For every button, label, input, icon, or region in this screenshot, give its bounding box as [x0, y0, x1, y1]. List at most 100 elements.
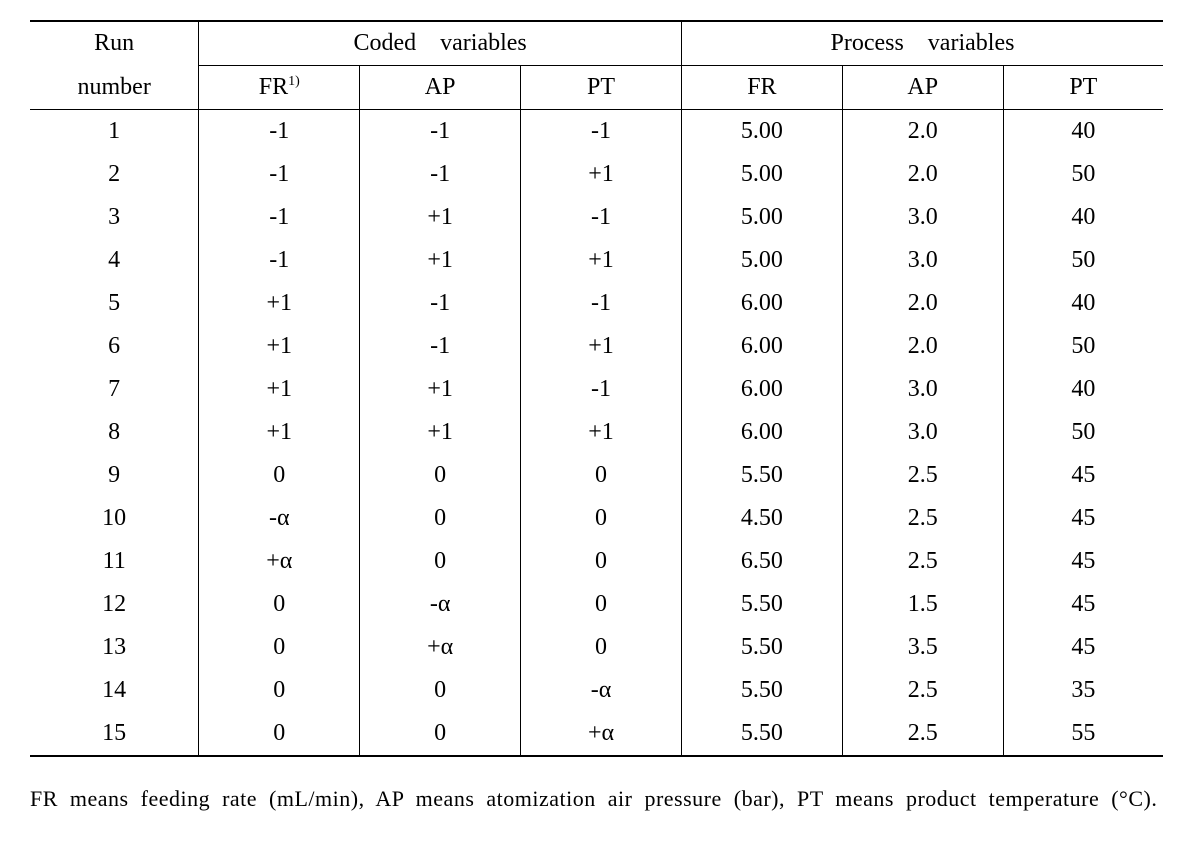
run-number-cell: 2	[30, 153, 199, 196]
process-fr-cell: 5.00	[681, 153, 842, 196]
coded-ap-cell: 0	[360, 497, 521, 540]
coded-fr-cell: +1	[199, 368, 360, 411]
coded-pt-cell: -1	[521, 282, 682, 325]
coded-pt-cell: 0	[521, 454, 682, 497]
fr-header-text: FR	[259, 74, 288, 100]
coded-fr-cell: +α	[199, 540, 360, 583]
coded-ap-cell: 0	[360, 540, 521, 583]
run-number-cell: 14	[30, 669, 199, 712]
coded-fr-cell: +1	[199, 411, 360, 454]
table-row: 5+1-1-16.002.040	[30, 282, 1163, 325]
process-pt-cell: 40	[1003, 110, 1163, 154]
process-pt-cell: 45	[1003, 497, 1163, 540]
table-row: 10-α004.502.545	[30, 497, 1163, 540]
run-number-cell: 5	[30, 282, 199, 325]
process-ap-cell: 1.5	[842, 583, 1003, 626]
coded-pt-cell: 0	[521, 540, 682, 583]
coded-fr-cell: 0	[199, 669, 360, 712]
process-pt-cell: 45	[1003, 454, 1163, 497]
process-ap-cell: 2.0	[842, 110, 1003, 154]
header-row-1: Run Coded variables Process variables	[30, 21, 1163, 66]
run-number-cell: 15	[30, 712, 199, 756]
table-row: 8+1+1+16.003.050	[30, 411, 1163, 454]
process-ap-header: AP	[842, 66, 1003, 110]
process-fr-cell: 6.50	[681, 540, 842, 583]
process-ap-cell: 3.5	[842, 626, 1003, 669]
process-ap-cell: 2.0	[842, 282, 1003, 325]
process-pt-cell: 45	[1003, 583, 1163, 626]
table-row: 120-α05.501.545	[30, 583, 1163, 626]
coded-ap-header: AP	[360, 66, 521, 110]
run-number-cell: 4	[30, 239, 199, 282]
table-row: 6+1-1+16.002.050	[30, 325, 1163, 368]
table-row: 2-1-1+15.002.050	[30, 153, 1163, 196]
process-pt-cell: 55	[1003, 712, 1163, 756]
process-fr-cell: 6.00	[681, 325, 842, 368]
process-fr-cell: 5.50	[681, 669, 842, 712]
process-fr-cell: 5.50	[681, 454, 842, 497]
run-number-cell: 9	[30, 454, 199, 497]
coded-ap-cell: +1	[360, 368, 521, 411]
table-row: 4-1+1+15.003.050	[30, 239, 1163, 282]
coded-ap-cell: 0	[360, 712, 521, 756]
table-row: 130+α05.503.545	[30, 626, 1163, 669]
coded-fr-cell: 0	[199, 583, 360, 626]
process-fr-cell: 6.00	[681, 282, 842, 325]
coded-pt-cell: 0	[521, 497, 682, 540]
process-pt-cell: 50	[1003, 239, 1163, 282]
coded-fr-cell: -1	[199, 239, 360, 282]
coded-pt-cell: +1	[521, 325, 682, 368]
process-ap-cell: 3.0	[842, 368, 1003, 411]
fr-header-sup: 1)	[288, 74, 300, 89]
process-fr-cell: 5.50	[681, 583, 842, 626]
table-row: 1500+α5.502.555	[30, 712, 1163, 756]
run-number-cell: 1	[30, 110, 199, 154]
coded-pt-cell: +1	[521, 411, 682, 454]
process-pt-cell: 50	[1003, 325, 1163, 368]
table-row: 11+α006.502.545	[30, 540, 1163, 583]
design-matrix-table: Run Coded variables Process variables nu…	[30, 20, 1163, 757]
coded-ap-cell: -1	[360, 153, 521, 196]
coded-pt-cell: -1	[521, 196, 682, 239]
process-variables-group-header: Process variables	[681, 21, 1163, 66]
table-row: 3-1+1-15.003.040	[30, 196, 1163, 239]
process-pt-header: PT	[1003, 66, 1163, 110]
process-ap-cell: 2.5	[842, 497, 1003, 540]
process-fr-header: FR	[681, 66, 842, 110]
coded-ap-cell: -1	[360, 282, 521, 325]
coded-ap-cell: +1	[360, 196, 521, 239]
coded-fr-cell: 0	[199, 712, 360, 756]
process-pt-cell: 45	[1003, 626, 1163, 669]
process-fr-cell: 6.00	[681, 411, 842, 454]
coded-variables-group-header: Coded variables	[199, 21, 682, 66]
coded-fr-cell: 0	[199, 454, 360, 497]
coded-pt-cell: +1	[521, 239, 682, 282]
coded-pt-cell: -α	[521, 669, 682, 712]
process-ap-cell: 2.0	[842, 153, 1003, 196]
run-number-cell: 7	[30, 368, 199, 411]
process-fr-cell: 4.50	[681, 497, 842, 540]
process-pt-cell: 35	[1003, 669, 1163, 712]
coded-fr-cell: -1	[199, 153, 360, 196]
coded-fr-cell: 0	[199, 626, 360, 669]
process-ap-cell: 2.5	[842, 540, 1003, 583]
table-row: 90005.502.545	[30, 454, 1163, 497]
run-number-cell: 10	[30, 497, 199, 540]
coded-pt-cell: 0	[521, 583, 682, 626]
process-fr-cell: 5.50	[681, 626, 842, 669]
run-number-cell: 6	[30, 325, 199, 368]
process-fr-cell: 5.00	[681, 196, 842, 239]
coded-fr-cell: -1	[199, 110, 360, 154]
process-ap-cell: 2.5	[842, 454, 1003, 497]
process-fr-cell: 5.00	[681, 110, 842, 154]
coded-fr-cell: -α	[199, 497, 360, 540]
process-pt-cell: 50	[1003, 411, 1163, 454]
table-row: 1-1-1-15.002.040	[30, 110, 1163, 154]
process-pt-cell: 40	[1003, 282, 1163, 325]
coded-ap-cell: -1	[360, 325, 521, 368]
coded-pt-cell: 0	[521, 626, 682, 669]
run-number-cell: 13	[30, 626, 199, 669]
run-number-header-top: Run	[30, 21, 199, 66]
coded-ap-cell: 0	[360, 669, 521, 712]
process-pt-cell: 45	[1003, 540, 1163, 583]
